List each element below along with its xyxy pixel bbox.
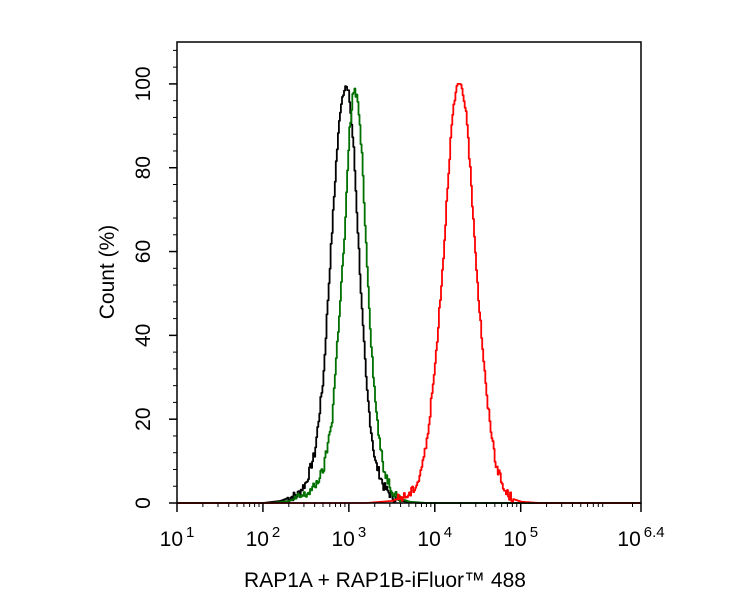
x-tick-label: 10 6.4: [617, 524, 664, 551]
x-tick-base: 10: [503, 528, 526, 551]
y-tick-label: 40: [132, 324, 155, 347]
x-tick-exponent: 2: [272, 524, 280, 541]
y-tick-label: 0: [132, 497, 155, 509]
x-tick-label: 10 3: [332, 524, 367, 551]
x-tick-base: 10: [417, 528, 440, 551]
x-axis-label: RAP1A + RAP1B-iFluor™ 488: [244, 569, 526, 592]
histogram-series-1: [177, 85, 641, 504]
histogram-series-3: [177, 83, 641, 504]
x-tick-base: 10: [246, 528, 269, 551]
x-tick-exponent: 5: [530, 524, 538, 541]
y-tick-label: 60: [132, 240, 155, 263]
x-tick-exponent: 1: [186, 524, 194, 541]
x-tick-label: 10 2: [246, 524, 281, 551]
y-tick-label: 100: [132, 66, 155, 101]
x-tick-base: 10: [332, 528, 355, 551]
x-tick-label: 10 4: [417, 524, 452, 551]
x-tick-exponent: 4: [444, 524, 452, 541]
y-tick-label: 20: [132, 408, 155, 431]
x-tick-exponent: 6.4: [644, 524, 665, 541]
x-tick-base: 10: [617, 528, 640, 551]
x-tick-label: 10 5: [503, 524, 538, 551]
series-layer: [177, 83, 641, 504]
x-tick-label: 10 1: [160, 524, 195, 551]
histogram-series-2: [177, 87, 641, 504]
y-axis-label: Count (%): [96, 225, 119, 320]
x-tick-exponent: 3: [358, 524, 366, 541]
plot-frame: [176, 41, 642, 504]
x-tick-base: 10: [160, 528, 183, 551]
y-tick-label: 80: [132, 156, 155, 179]
